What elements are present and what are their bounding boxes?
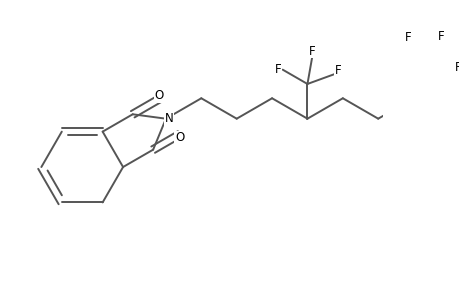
Text: O: O [154,89,163,102]
Text: F: F [308,45,315,58]
Text: O: O [175,131,184,144]
Text: F: F [403,31,410,44]
Text: N: N [165,112,174,125]
Text: F: F [334,64,340,77]
Text: F: F [437,30,443,43]
Text: F: F [454,61,459,74]
Text: F: F [274,63,281,76]
